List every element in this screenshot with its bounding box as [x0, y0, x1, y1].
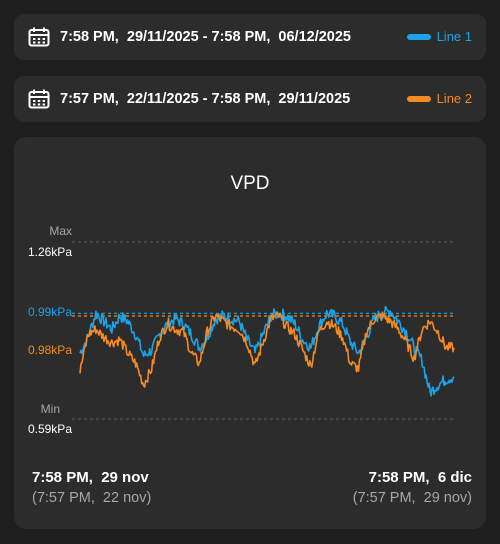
date-range-text: 7:58 PM, 29/11/2025 - 7:58 PM, 06/12/202…: [60, 29, 351, 45]
legend-label: Line 1: [436, 29, 472, 44]
legend-label: Line 2: [436, 91, 472, 106]
legend-swatch: [406, 33, 431, 40]
min-value: 0.59kPa: [27, 422, 72, 436]
calendar-icon: [28, 27, 50, 47]
max-label: Max: [49, 224, 72, 238]
x-end-primary: 7:58 PM, 6 dic: [368, 469, 472, 486]
legend-line-2: Line 2: [406, 76, 472, 122]
min-label: Min: [40, 402, 60, 416]
range-selector-line-2[interactable]: 7:57 PM, 22/11/2025 - 7:58 PM, 29/11/202…: [14, 76, 486, 122]
x-start-primary: 7:58 PM, 29 nov: [32, 469, 149, 486]
line2-average-value: 0.98kPa: [27, 343, 72, 357]
line1-average-value: 0.99kPa: [27, 305, 72, 319]
range-selector-line-1[interactable]: 7:58 PM, 29/11/2025 - 7:58 PM, 06/12/202…: [14, 14, 486, 60]
x-end-secondary: (7:57 PM, 29 nov): [352, 490, 472, 506]
chart-title: VPD: [230, 173, 270, 194]
vpd-chart-card: VPD Max 1.26kPa 0.99kPa 0.98kPa Min 0.59…: [14, 137, 486, 529]
x-start-secondary: (7:57 PM, 22 nov): [32, 490, 152, 506]
series-line-2: [79, 311, 455, 388]
date-range-text: 7:57 PM, 22/11/2025 - 7:58 PM, 29/11/202…: [60, 91, 351, 107]
series-line-1: [79, 305, 455, 397]
vpd-line-chart[interactable]: [14, 137, 486, 529]
legend-swatch: [406, 95, 431, 102]
calendar-icon: [28, 89, 50, 109]
max-value: 1.26kPa: [27, 245, 72, 259]
legend-line-1: Line 1: [406, 14, 472, 60]
